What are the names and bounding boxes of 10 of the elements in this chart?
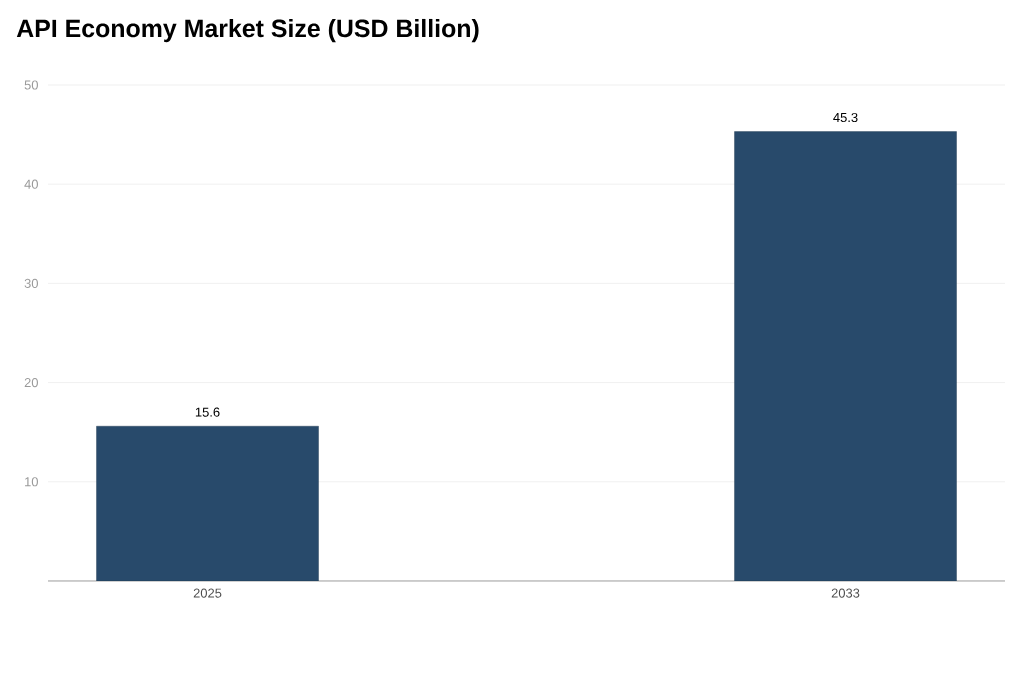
- chart-title: API Economy Market Size (USD Billion): [16, 18, 479, 43]
- data-label: 45.3: [833, 112, 858, 123]
- x-tick-label: 2033: [831, 588, 860, 598]
- data-label: 15.6: [195, 407, 220, 417]
- y-tick-label: 20: [24, 378, 38, 388]
- y-tick-label: 30: [24, 278, 38, 288]
- x-tick-label: 2025: [193, 588, 222, 598]
- y-tick-label: 10: [25, 477, 38, 487]
- y-tick-label: 40: [24, 179, 38, 189]
- y-tick-label: 50: [24, 80, 38, 90]
